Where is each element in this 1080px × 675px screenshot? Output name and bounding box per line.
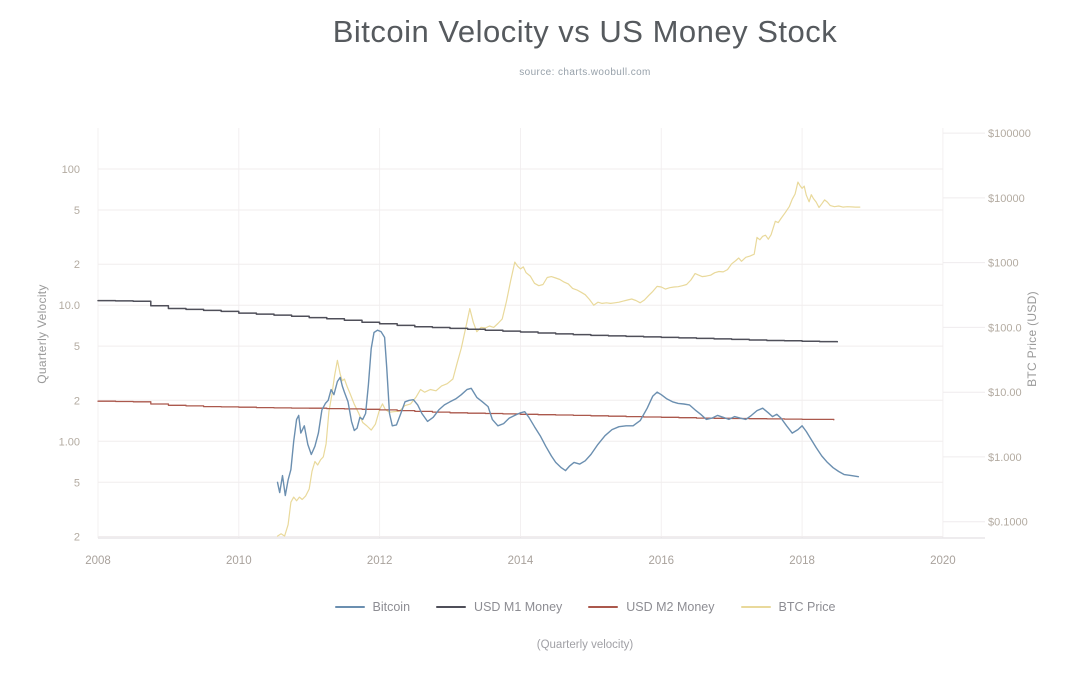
legend-swatch-btc-price bbox=[740, 606, 771, 608]
y-left-tick-label: 5 bbox=[74, 205, 80, 217]
y-right-tick-label: $0.1000 bbox=[988, 517, 1028, 529]
y-left-tick-label: 5 bbox=[74, 477, 80, 489]
x-tick-label: 2008 bbox=[85, 555, 111, 567]
y-left-tick-label: 2 bbox=[74, 532, 80, 544]
y-right-tick-label: $1000 bbox=[988, 258, 1019, 270]
legend: Bitcoin USD M1 Money USD M2 Money BTC Price bbox=[90, 600, 1080, 614]
y-right-axis-title: BTC Price (USD) bbox=[1025, 291, 1039, 387]
y-left-tick-label: 10.0 bbox=[59, 300, 80, 312]
legend-item-btc-price: BTC Price bbox=[740, 600, 836, 614]
x-tick-label: 2020 bbox=[930, 555, 956, 567]
y-left-axis-title: Quarterly Velocity bbox=[35, 284, 49, 384]
series-line-btc-price bbox=[276, 181, 861, 537]
y-right-tick-label: $100.0 bbox=[988, 322, 1022, 334]
x-tick-label: 2018 bbox=[789, 555, 815, 567]
x-tick-label: 2014 bbox=[508, 555, 534, 567]
chart-title: Bitcoin Velocity vs US Money Stock bbox=[332, 14, 838, 49]
y-left-tick-label: 2 bbox=[74, 259, 80, 271]
legend-swatch-usd-m1-money bbox=[436, 606, 467, 608]
y-left-tick-label: 100 bbox=[62, 164, 80, 176]
y-right-tick-label: $10000 bbox=[988, 193, 1025, 205]
x-tick-label: 2016 bbox=[648, 555, 674, 567]
legend-label: BTC Price bbox=[778, 600, 836, 614]
legend-item-bitcoin: Bitcoin bbox=[334, 600, 411, 614]
x-tick-label: 2012 bbox=[367, 555, 393, 567]
legend-item-usd-m1-money: USD M1 Money bbox=[436, 600, 562, 614]
legend-item-usd-m2-money: USD M2 Money bbox=[588, 600, 715, 614]
y-right-tick-label: $10.00 bbox=[988, 387, 1022, 399]
legend-swatch-usd-m2-money bbox=[588, 606, 619, 608]
y-left-tick-label: 2 bbox=[74, 395, 80, 407]
legend-label: USD M2 Money bbox=[626, 600, 715, 614]
chart-source: source: charts.woobull.com bbox=[519, 67, 651, 78]
series-line-usd-m2-money bbox=[97, 400, 835, 421]
legend-label: Bitcoin bbox=[372, 600, 411, 614]
series-line-bitcoin bbox=[276, 329, 860, 497]
y-right-tick-label: $100000 bbox=[988, 128, 1031, 140]
y-left-tick-label: 1.00 bbox=[59, 436, 80, 448]
legend-label: USD M1 Money bbox=[474, 600, 563, 614]
legend-swatch-bitcoin bbox=[334, 606, 365, 608]
y-right-tick-label: $1.000 bbox=[988, 452, 1022, 464]
chart-caption: (Quarterly velocity) bbox=[536, 639, 634, 651]
x-tick-label: 2010 bbox=[226, 555, 252, 567]
series-line-usd-m1-money bbox=[97, 299, 839, 343]
y-left-tick-label: 5 bbox=[74, 341, 80, 353]
